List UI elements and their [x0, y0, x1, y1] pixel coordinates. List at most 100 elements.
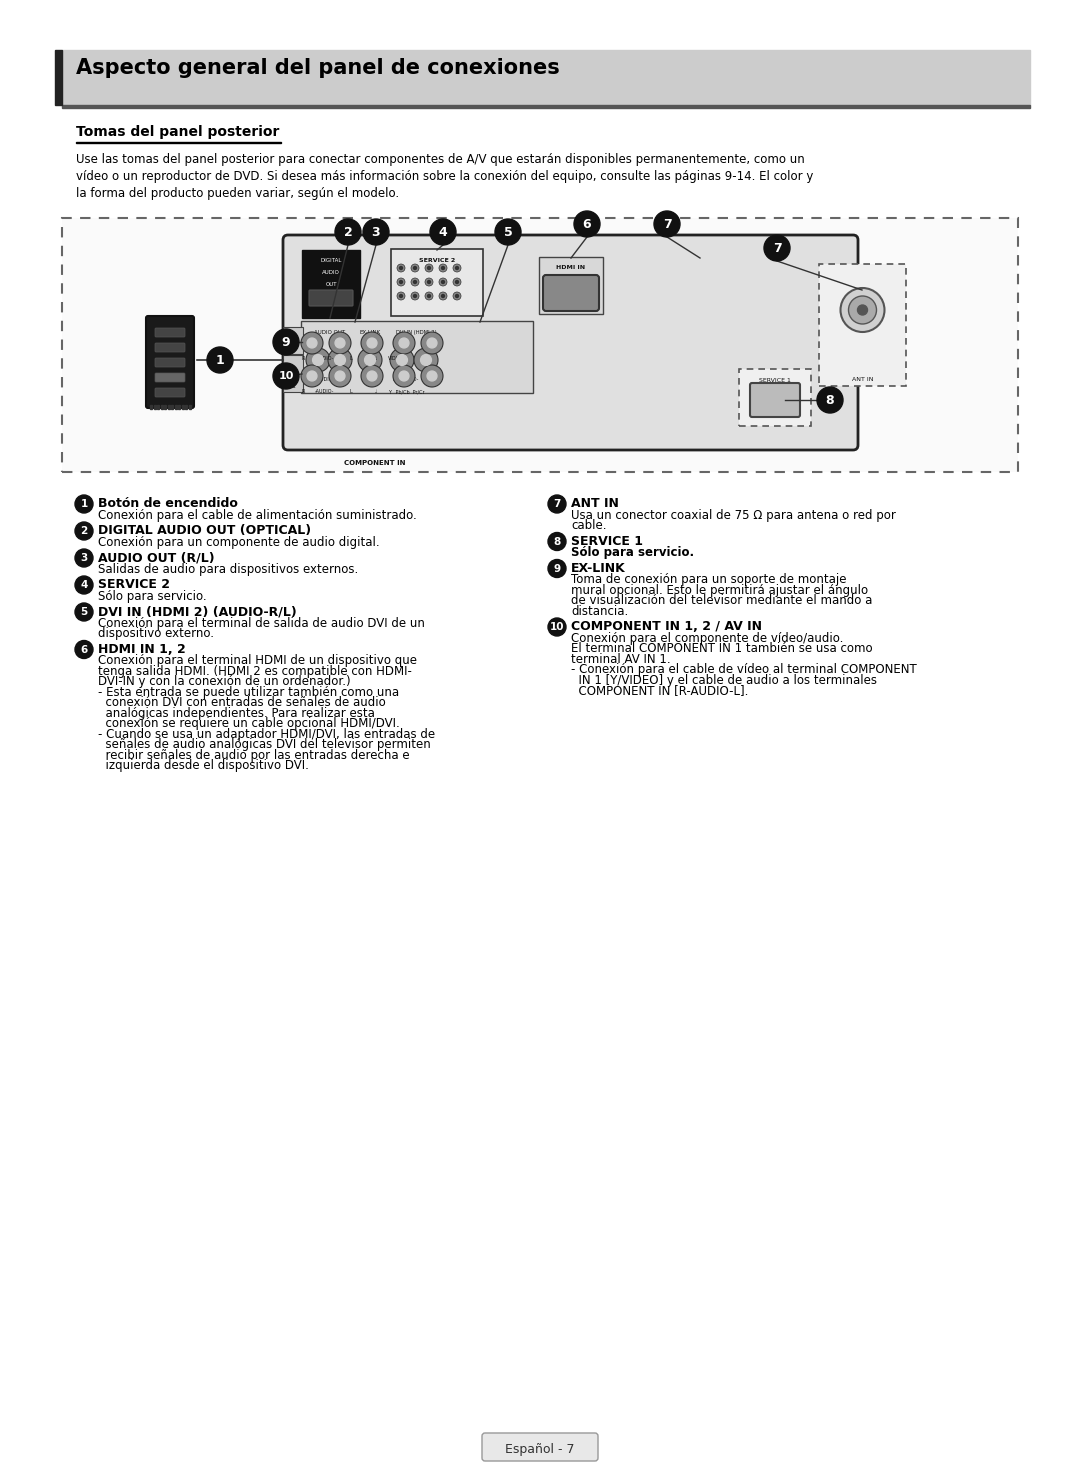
Text: SERVICE 2: SERVICE 2: [98, 578, 170, 591]
FancyBboxPatch shape: [739, 368, 811, 426]
Circle shape: [306, 348, 330, 371]
Bar: [157, 405, 159, 408]
FancyBboxPatch shape: [482, 1433, 598, 1461]
Circle shape: [207, 346, 233, 373]
Text: 6: 6: [583, 218, 592, 230]
Circle shape: [301, 332, 323, 354]
Text: terminal AV IN 1.: terminal AV IN 1.: [571, 653, 671, 665]
Circle shape: [75, 603, 93, 621]
Circle shape: [357, 348, 382, 371]
FancyBboxPatch shape: [391, 249, 483, 315]
Text: Usa un conector coaxial de 75 Ω para antena o red por: Usa un conector coaxial de 75 Ω para ant…: [571, 509, 896, 522]
Circle shape: [329, 366, 351, 388]
Bar: [181, 405, 184, 408]
Text: EX-LINK: EX-LINK: [571, 562, 625, 575]
FancyBboxPatch shape: [301, 321, 534, 394]
FancyBboxPatch shape: [156, 388, 185, 397]
Text: L: L: [349, 389, 352, 394]
Circle shape: [816, 388, 843, 413]
Text: 6: 6: [80, 644, 87, 654]
Text: Salidas de audio para dispositivos externos.: Salidas de audio para dispositivos exter…: [98, 563, 359, 575]
Circle shape: [548, 532, 566, 550]
Bar: [185, 405, 187, 408]
Text: ♩: ♩: [375, 357, 377, 361]
Text: - Esta entrada se puede utilizar también como una: - Esta entrada se puede utilizar también…: [98, 685, 400, 699]
Circle shape: [335, 220, 361, 245]
Circle shape: [453, 279, 461, 286]
Text: tenga salida HDMI. (HDMI 2 es compatible con HDMI-: tenga salida HDMI. (HDMI 2 es compatible…: [98, 665, 411, 678]
Circle shape: [426, 292, 433, 301]
Text: OUT: OUT: [325, 282, 337, 287]
Text: Conexión para el cable de alimentación suministrado.: Conexión para el cable de alimentación s…: [98, 509, 417, 522]
Text: Toma de conexión para un soporte de montaje: Toma de conexión para un soporte de mont…: [571, 573, 847, 587]
Circle shape: [654, 211, 680, 237]
Bar: [55, 50, 62, 105]
Bar: [167, 405, 170, 408]
Circle shape: [414, 280, 417, 283]
Circle shape: [421, 366, 443, 388]
FancyBboxPatch shape: [156, 358, 185, 367]
Text: dispositivo externo.: dispositivo externo.: [98, 626, 214, 640]
Circle shape: [426, 264, 433, 273]
Circle shape: [400, 267, 403, 270]
Text: SERVICE 2: SERVICE 2: [419, 258, 455, 262]
Circle shape: [438, 264, 447, 273]
Circle shape: [849, 296, 877, 324]
Text: 10: 10: [279, 371, 294, 380]
Text: COMPONENT IN 1, 2 / AV IN: COMPONENT IN 1, 2 / AV IN: [571, 621, 762, 632]
Text: -AUDIO-: -AUDIO-: [315, 389, 335, 394]
Circle shape: [428, 267, 431, 270]
FancyBboxPatch shape: [309, 290, 353, 307]
Text: L: L: [340, 377, 343, 382]
Text: 1: 1: [292, 385, 295, 389]
Text: 1: 1: [216, 354, 225, 367]
Text: 2: 2: [80, 526, 87, 537]
Text: - Conexión para el cable de vídeo al terminal COMPONENT: - Conexión para el cable de vídeo al ter…: [571, 663, 917, 677]
FancyBboxPatch shape: [283, 327, 303, 354]
Text: HDMI IN: HDMI IN: [556, 265, 585, 270]
FancyBboxPatch shape: [283, 355, 303, 392]
Text: mural opcional. Esto le permitirá ajustar el ángulo: mural opcional. Esto le permitirá ajusta…: [571, 584, 868, 597]
Circle shape: [328, 348, 352, 371]
Text: DIGITAL AUDIO OUT (OPTICAL): DIGITAL AUDIO OUT (OPTICAL): [98, 523, 311, 537]
Text: L: L: [349, 357, 352, 361]
Text: distancia.: distancia.: [571, 604, 629, 618]
Text: 3: 3: [372, 226, 380, 239]
Text: cable.: cable.: [571, 519, 607, 532]
Circle shape: [367, 371, 377, 380]
Circle shape: [307, 338, 316, 348]
Text: EX-LINK: EX-LINK: [360, 330, 380, 335]
Circle shape: [273, 363, 299, 389]
Text: conexión DVI con entradas de señales de audio: conexión DVI con entradas de señales de …: [98, 696, 386, 709]
Text: 10: 10: [550, 622, 564, 632]
Text: VIDEO: VIDEO: [388, 357, 404, 361]
Bar: [175, 405, 176, 408]
Bar: [153, 405, 156, 408]
Circle shape: [548, 618, 566, 635]
Circle shape: [365, 355, 376, 366]
FancyBboxPatch shape: [156, 329, 185, 338]
Circle shape: [840, 287, 885, 332]
Circle shape: [411, 264, 419, 273]
Circle shape: [764, 234, 789, 261]
Text: -AUDIO-: -AUDIO-: [315, 357, 335, 361]
Circle shape: [442, 280, 445, 283]
Text: SERVICE 1: SERVICE 1: [571, 535, 643, 547]
Circle shape: [421, 332, 443, 354]
Text: 1: 1: [80, 500, 87, 509]
Circle shape: [312, 355, 323, 366]
Text: izquierda desde el dispositivo DVI.: izquierda desde el dispositivo DVI.: [98, 759, 309, 772]
Text: 3: 3: [80, 553, 87, 563]
FancyBboxPatch shape: [543, 276, 599, 311]
Text: 8: 8: [553, 537, 561, 547]
Text: Aspecto general del panel de conexiones: Aspecto general del panel de conexiones: [76, 57, 559, 78]
Text: DVI IN (HDMI 2): DVI IN (HDMI 2): [395, 330, 436, 335]
Circle shape: [273, 329, 299, 355]
Circle shape: [573, 211, 600, 237]
Text: 5: 5: [80, 607, 87, 618]
Text: 9: 9: [553, 563, 561, 573]
Text: Conexión para el componente de vídeo/audio.: Conexión para el componente de vídeo/aud…: [571, 631, 843, 644]
Text: Sólo para servicio.: Sólo para servicio.: [98, 590, 206, 603]
Text: DVI IN (HDMI 2) (AUDIO-R/L): DVI IN (HDMI 2) (AUDIO-R/L): [98, 604, 297, 618]
Circle shape: [414, 267, 417, 270]
